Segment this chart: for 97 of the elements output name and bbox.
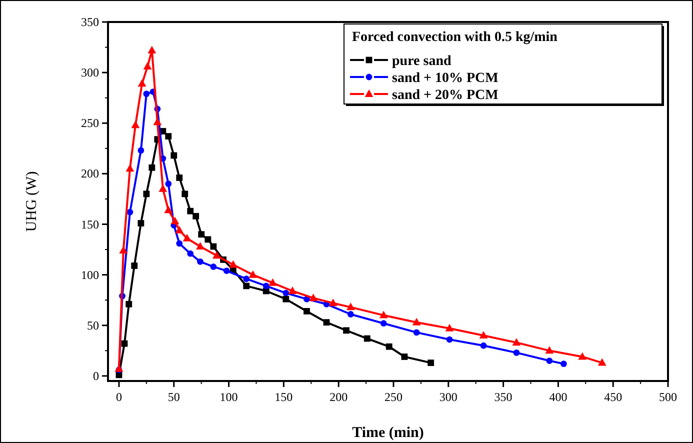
point [228,260,238,268]
point [243,282,250,290]
point [243,276,250,282]
point [328,298,338,306]
point [379,310,388,318]
point [288,286,297,294]
point [153,118,162,126]
point [138,220,144,226]
point [138,79,146,87]
point [323,319,330,326]
point [175,226,184,234]
x-tick-label: 50 [168,390,180,404]
point [170,216,180,224]
y-tick-label: 300 [81,66,99,80]
point [182,190,188,198]
point [268,278,277,286]
x-tick-label: 500 [659,390,677,404]
point [304,308,310,314]
legend-label: sand + 10% PCM [392,71,498,86]
point [248,270,258,278]
y-tick-label: 200 [81,166,99,181]
x-tick-label: 250 [384,390,402,404]
point [212,251,221,259]
point [131,262,138,269]
point [131,120,140,128]
legend-label: sand + 20% PCM [392,88,498,103]
point [479,330,488,338]
x-tick-label: 0 [116,390,122,404]
y-tick-label: 150 [81,217,99,232]
x-axis-title: Time (min) [352,425,424,441]
x-tick-label: 200 [330,390,348,404]
point [176,240,183,247]
point [364,335,370,342]
point [513,349,520,356]
point [187,250,194,257]
x-tick-label: 400 [549,390,568,404]
point [143,190,150,198]
point [138,147,144,154]
y-tick-label: 100 [81,268,99,282]
point [445,324,454,332]
point [176,174,183,181]
point [262,282,270,290]
point [148,46,156,54]
point [512,338,521,346]
y-tick-label: 50 [87,318,99,332]
point [309,294,318,302]
point [428,360,434,366]
point [182,234,192,242]
point [480,342,487,349]
point [401,354,408,360]
y-tick-label: 0 [93,368,99,383]
y-axis-title: UHG (W) [24,171,40,232]
point [282,290,290,296]
point [210,264,217,270]
point [119,246,128,254]
point [126,300,132,308]
point [210,243,217,250]
point [197,258,204,265]
point [346,302,355,310]
point [165,180,172,188]
point [578,352,587,360]
point [126,164,134,172]
y-tick-label: 250 [81,116,99,130]
x-tick-label: 100 [220,390,238,404]
point [164,206,173,214]
point [148,164,156,171]
point [546,358,553,364]
point [165,133,172,140]
x-tick-label: 150 [274,390,293,404]
point [204,236,212,243]
point [187,208,194,214]
point [196,242,204,250]
point [598,358,606,366]
point [126,208,134,216]
point [545,346,554,354]
y-tick-label: 350 [81,15,99,29]
legend-title: Forced convection with 0.5 kg/min [352,30,558,45]
x-tick-label: 450 [604,390,622,404]
x-tick-label: 300 [439,390,458,404]
point [170,152,178,159]
point [121,340,128,347]
point [223,268,230,274]
point [192,212,200,220]
point [380,320,387,327]
point [198,231,205,238]
point [446,336,453,343]
point [347,311,354,318]
point [282,296,290,302]
point [412,318,421,326]
point [386,343,392,350]
point [413,329,420,336]
point [143,90,150,97]
x-tick-label: 350 [494,390,512,404]
point [560,360,567,368]
point [343,327,350,334]
point [143,62,152,70]
legend-label: pure sand [392,54,452,69]
